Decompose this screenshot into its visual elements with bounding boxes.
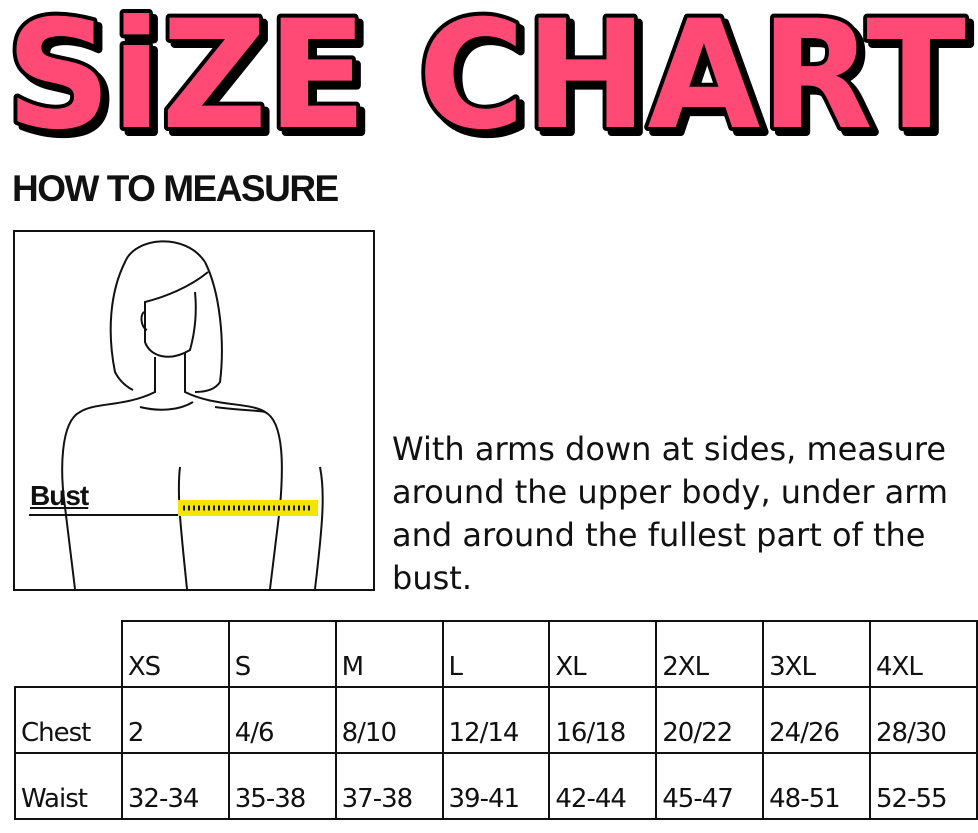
size-chart-title: SiZE CHART	[2, 0, 970, 142]
measure-instructions: With arms down at sides, measure around …	[392, 430, 949, 597]
size-header: 3XL	[762, 620, 871, 688]
table-cell: 37-38	[334, 752, 444, 820]
table-cell: 42-44	[548, 752, 658, 820]
how-to-measure-heading: HOW TO MEASURE	[12, 168, 339, 209]
size-header: L	[441, 620, 551, 688]
size-header: M	[334, 620, 444, 688]
size-table: XS S M L XL 2XL 3XL 4XL Chest 2 4/6 8/10…	[14, 620, 978, 820]
table-cell: 8/10	[334, 686, 444, 754]
figure-outline-icon	[61, 240, 324, 590]
row-label: Chest	[14, 686, 123, 754]
size-header: XS	[120, 620, 230, 688]
table-cell: 12/14	[441, 686, 551, 754]
table-cell: 24/26	[762, 686, 871, 754]
bust-label: Bust	[30, 480, 89, 511]
table-cell: 35-38	[227, 752, 337, 820]
size-header: 2XL	[655, 620, 765, 688]
title-text: SiZE CHART	[6, 0, 966, 142]
table-cell: 2	[120, 686, 230, 754]
table-cell: 16/18	[548, 686, 658, 754]
row-label: Waist	[14, 752, 123, 820]
table-cell: 45-47	[655, 752, 765, 820]
table-row: Waist 32-34 35-38 37-38 39-41 42-44 45-4…	[14, 752, 978, 820]
size-header: 4XL	[869, 620, 978, 688]
size-header: XL	[548, 620, 658, 688]
table-cell: 32-34	[120, 752, 230, 820]
table-cell: 48-51	[762, 752, 871, 820]
measure-illustration: Bust	[13, 230, 375, 591]
table-cell: 4/6	[227, 686, 337, 754]
size-header: S	[227, 620, 337, 688]
table-header-row: XS S M L XL 2XL 3XL 4XL	[15, 620, 978, 688]
table-cell: 52-55	[869, 752, 978, 820]
table-cell: 39-41	[441, 752, 551, 820]
table-row: Chest 2 4/6 8/10 12/14 16/18 20/22 24/26…	[14, 686, 978, 754]
table-cell: 28/30	[869, 686, 978, 754]
table-cell: 20/22	[655, 686, 765, 754]
